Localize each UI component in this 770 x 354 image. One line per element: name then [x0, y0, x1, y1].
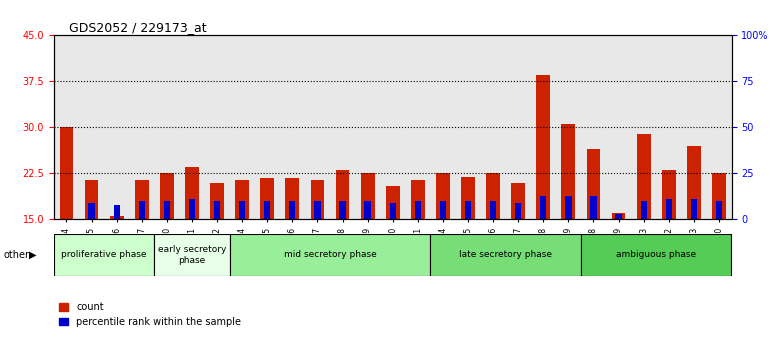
Bar — [436, 173, 450, 219]
Bar — [264, 201, 270, 219]
Bar — [511, 183, 525, 219]
Bar — [214, 201, 220, 219]
Bar — [712, 173, 726, 219]
FancyBboxPatch shape — [54, 234, 154, 276]
Bar — [164, 201, 170, 219]
Bar — [286, 178, 300, 219]
Bar — [662, 170, 675, 219]
Bar — [561, 124, 575, 219]
Bar — [390, 203, 396, 219]
Bar — [440, 201, 446, 219]
Bar — [665, 199, 672, 219]
Bar — [386, 186, 400, 219]
Bar — [260, 178, 274, 219]
Bar — [135, 179, 149, 219]
Bar — [691, 199, 697, 219]
Text: other: other — [4, 250, 30, 260]
Text: mid secretory phase: mid secretory phase — [283, 250, 377, 259]
Bar — [515, 203, 521, 219]
Bar — [465, 201, 471, 219]
Bar — [59, 127, 73, 219]
Text: early secretory
phase: early secretory phase — [158, 245, 226, 264]
Bar — [189, 199, 195, 219]
Legend: count, percentile rank within the sample: count, percentile rank within the sample — [59, 302, 241, 327]
Bar — [235, 179, 249, 219]
Text: proliferative phase: proliferative phase — [62, 250, 147, 259]
Bar — [411, 179, 425, 219]
Bar — [340, 201, 346, 219]
Bar — [540, 195, 547, 219]
Bar — [486, 173, 500, 219]
Bar — [360, 173, 374, 219]
Bar — [637, 133, 651, 219]
Bar — [239, 201, 246, 219]
Bar — [185, 167, 199, 219]
Bar — [210, 183, 224, 219]
Text: GDS2052 / 229173_at: GDS2052 / 229173_at — [69, 21, 207, 34]
Bar — [641, 201, 647, 219]
Bar — [85, 179, 99, 219]
Bar — [364, 201, 370, 219]
FancyBboxPatch shape — [430, 234, 581, 276]
Bar — [89, 203, 95, 219]
Bar — [336, 170, 350, 219]
Bar — [565, 195, 571, 219]
Text: ambiguous phase: ambiguous phase — [616, 250, 696, 259]
Bar — [461, 177, 475, 219]
Bar — [537, 75, 551, 219]
Bar — [160, 173, 174, 219]
Bar — [290, 201, 296, 219]
Bar — [591, 195, 597, 219]
Bar — [314, 201, 320, 219]
Bar — [310, 179, 324, 219]
Text: late secretory phase: late secretory phase — [459, 250, 552, 259]
Text: ▶: ▶ — [29, 250, 37, 260]
Bar — [611, 213, 625, 219]
Bar — [139, 201, 145, 219]
Bar — [490, 201, 496, 219]
FancyBboxPatch shape — [229, 234, 430, 276]
Bar — [587, 149, 601, 219]
Bar — [415, 201, 421, 219]
Bar — [615, 214, 621, 219]
Bar — [716, 201, 722, 219]
FancyBboxPatch shape — [581, 234, 732, 276]
Bar — [110, 216, 123, 219]
Bar — [687, 146, 701, 219]
Bar — [113, 205, 120, 219]
FancyBboxPatch shape — [154, 234, 229, 276]
